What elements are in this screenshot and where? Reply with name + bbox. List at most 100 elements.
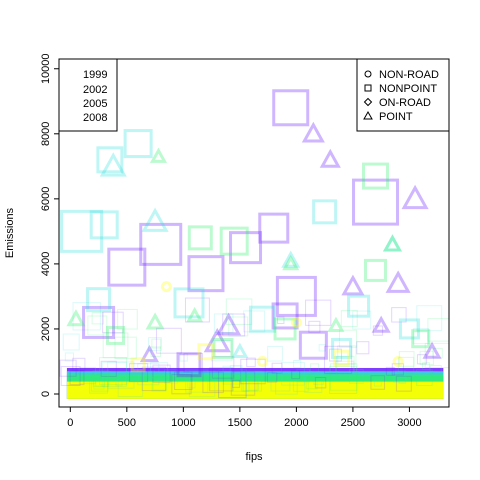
haze-mark (117, 371, 144, 397)
plot-frame (58, 58, 450, 408)
point-1999-triangle (422, 341, 442, 359)
point-2005-triangle (382, 234, 403, 252)
circle-icon (364, 70, 372, 78)
haze-mark (412, 328, 429, 345)
haze-mark (148, 337, 162, 351)
haze-mark (429, 364, 442, 378)
y-axis-label: Emissions (4, 207, 16, 258)
legend-types: NON-ROAD NONPOINT ON-ROAD POINT (356, 58, 450, 132)
haze-mark (164, 369, 179, 384)
point-1999-square (298, 330, 328, 360)
haze-mark (323, 345, 353, 375)
square-icon (364, 84, 372, 92)
point-1999-triangle (401, 184, 429, 210)
haze-mark (419, 350, 434, 366)
haze-mark (231, 374, 250, 392)
haze-mark (398, 351, 415, 367)
legend-type-on-road: ON-ROAD (379, 97, 431, 109)
haze-mark (266, 372, 278, 383)
haze-mark (281, 361, 305, 386)
point-2005-triangle (145, 312, 165, 330)
point-1999-triangle (319, 148, 341, 168)
x-tick-label: 2000 (284, 417, 308, 429)
point-2005-square (219, 226, 249, 256)
point-2005-square (187, 225, 213, 251)
legend-type-point: POINT (379, 111, 413, 123)
x-tick-label: 1000 (171, 417, 195, 429)
haze-mark (261, 374, 269, 382)
point-1999-square (176, 352, 202, 378)
haze-mark (183, 353, 203, 373)
y-tick-label: 10000 (40, 53, 52, 84)
haze-mark (222, 365, 242, 385)
haze-mark (385, 366, 395, 376)
haze-mark (174, 371, 193, 391)
haze-mark (393, 370, 406, 383)
y-tick-label: 0 (40, 391, 52, 397)
haze-mark (395, 375, 412, 392)
haze-mark (218, 369, 247, 399)
haze-mark (356, 341, 370, 355)
haze-mark (292, 375, 309, 392)
haze-mark (152, 376, 167, 391)
point-2008-circle (290, 316, 302, 328)
legend-year-2002: 2002 (83, 84, 107, 96)
point-2002-square (89, 210, 119, 240)
haze-mark (78, 366, 96, 385)
haze-mark (275, 372, 298, 395)
haze-mark (59, 359, 77, 377)
haze-mark (72, 302, 101, 331)
point-2002-triangle (281, 250, 301, 268)
haze-mark (230, 371, 256, 396)
haze-mark (427, 318, 449, 342)
point-2002-square (60, 209, 104, 253)
haze-mark (422, 362, 430, 371)
x-tick-label: 3000 (397, 417, 421, 429)
haze-mark (373, 378, 382, 387)
haze-mark (95, 376, 106, 387)
x-tick-label: 0 (67, 417, 73, 429)
point-2008-square (130, 357, 146, 373)
haze-mark (225, 298, 253, 325)
haze-mark (87, 315, 108, 336)
haze-mark (114, 336, 137, 359)
haze-mark (115, 379, 123, 387)
point-2002-square (123, 129, 153, 159)
haze-mark (246, 357, 256, 368)
point-2002-triangle (141, 207, 169, 232)
haze-mark (277, 316, 285, 324)
point-2002-square (347, 294, 371, 318)
haze-mark (337, 345, 357, 365)
haze-mark (101, 361, 127, 387)
point-2002-square (312, 199, 338, 225)
point-2002-triangle (99, 152, 127, 177)
haze-mark (102, 311, 124, 334)
haze-mark (149, 362, 169, 381)
x-axis-label: fips (245, 451, 263, 463)
haze-mark (100, 360, 117, 377)
y-tick-label: 4000 (40, 252, 52, 276)
haze-mark (313, 374, 325, 385)
haze-mark (92, 370, 110, 387)
point-1999-square (272, 89, 310, 127)
point-2005-square (273, 317, 297, 341)
haze-mark (305, 299, 332, 326)
haze-mark (151, 376, 167, 392)
haze-mark (129, 363, 149, 383)
haze-mark (69, 370, 85, 386)
point-2002-square (86, 287, 112, 313)
triangle-icon (363, 110, 373, 120)
haze-mark (370, 375, 386, 390)
haze-mark (240, 358, 266, 385)
haze-mark (211, 356, 235, 379)
legend-year-2005: 2005 (83, 98, 107, 110)
haze-mark (155, 327, 182, 354)
haze-mark (151, 338, 162, 349)
haze-mark (99, 357, 128, 386)
haze-mark (310, 363, 320, 373)
haze-mark (296, 368, 311, 383)
point-2005-square (411, 329, 431, 349)
haze-mark (211, 340, 233, 362)
haze-mark (304, 374, 323, 393)
point-1999-square (139, 222, 183, 266)
